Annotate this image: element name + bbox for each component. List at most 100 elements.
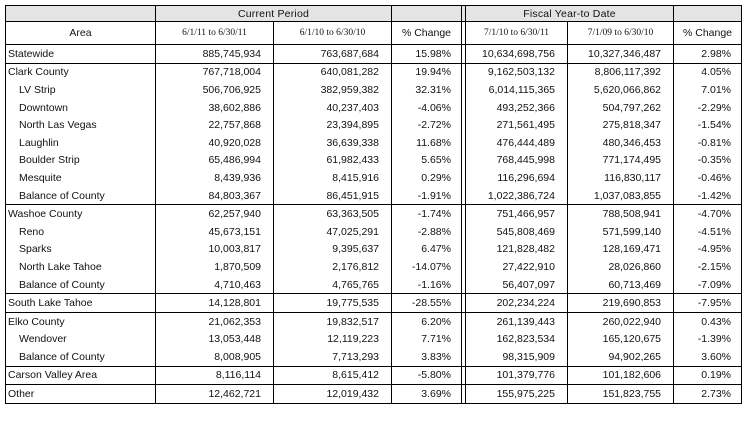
gap-cell [461, 384, 466, 404]
table-row: Washoe County 62,257,940 63,363,505 -1.74% 7… [5, 204, 743, 223]
current-period-2010-cell: 382,959,382 [320, 83, 379, 96]
current-period-change-cell: 3.69% [391, 384, 462, 404]
area-cell: Boulder Strip [5, 151, 156, 170]
area-cell: Balance of County [5, 186, 156, 205]
current-period-2011-cell: 767,718,004 [155, 62, 274, 82]
area-cell: LV Strip [5, 81, 156, 99]
gap-cell [461, 98, 466, 117]
fiscal-ytd-2011-cell: 768,445,998 [465, 151, 568, 170]
area-cell: Other [5, 384, 156, 404]
current-period-2011-cell: 10,003,817 [155, 240, 274, 259]
fiscal-ytd-2011-cell: 545,808,469 [465, 222, 568, 241]
header-current-period: Current Period [155, 5, 392, 22]
fiscal-ytd-2010-cell: 5,620,066,862 [593, 83, 662, 96]
current-period-2011-cell: 4,710,463 [155, 275, 274, 294]
fiscal-ytd-2011-cell: 155,975,225 [465, 384, 568, 404]
header-fy-col2: 7/1/09 to 6/30/10 [567, 21, 674, 45]
fiscal-ytd-2010-cell: 8,806,117,392 [567, 62, 674, 82]
current-period-change-cell: -14.07% [391, 258, 462, 276]
fiscal-ytd-change-cell: 2.73% [673, 384, 743, 404]
current-period-2011-cell: 45,673,151 [155, 222, 274, 241]
table-row: Statewide 885,745,934 763,687,684 15.98% 10,… [5, 44, 743, 64]
gap-cell [461, 348, 466, 367]
fiscal-ytd-2011-cell: 98,315,909 [465, 348, 568, 367]
fiscal-ytd-2010-cell: 10,327,346,487 [567, 44, 674, 64]
fiscal-ytd-change-cell: -7.09% [673, 275, 743, 294]
gap-cell [461, 81, 466, 99]
gap-cell [461, 151, 466, 170]
fiscal-ytd-2010-cell: 128,169,471 [602, 243, 662, 256]
table-row: Balance of County 4,710,463 4,765,765 -1.16… [5, 275, 743, 294]
gaming-revenue-table: Current Period Fiscal Year-to Date Area … [5, 5, 743, 404]
table-row: Sparks 10,003,817 9,395,637 6.47% 121,828,48… [5, 240, 743, 259]
table-row: Mesquite 8,439,936 8,415,916 0.29% 116,296,6… [5, 169, 743, 187]
area-cell: North Lake Tahoe [5, 258, 156, 276]
fiscal-ytd-change-cell: -1.42% [673, 186, 743, 205]
fiscal-ytd-2010-cell: 28,026,860 [608, 260, 662, 273]
area-cell: Reno [5, 222, 156, 241]
header-area-spacer [5, 5, 156, 22]
fiscal-ytd-change-cell: -0.35% [673, 151, 743, 170]
gap-cell [461, 186, 466, 205]
gap-cell [461, 258, 466, 276]
area-cell: Downtown [5, 98, 156, 117]
fiscal-ytd-2011-cell: 271,561,495 [465, 116, 568, 134]
current-period-2010-cell: 7,713,293 [332, 350, 379, 363]
current-period-2011-cell: 38,602,886 [155, 98, 274, 117]
fiscal-ytd-change-cell: 3.60% [673, 348, 743, 367]
area-cell: North Las Vegas [5, 116, 156, 134]
fiscal-ytd-change-cell: 2.98% [673, 44, 743, 64]
current-period-2010-cell: 763,687,684 [273, 44, 392, 64]
header-cp-change-spacer [391, 5, 462, 22]
header-columns-row: Area 6/1/11 to 6/30/11 6/1/10 to 6/30/10… [5, 21, 743, 45]
area-cell: Washoe County [5, 204, 156, 223]
fiscal-ytd-2011-cell: 202,234,224 [465, 293, 568, 313]
current-period-2010-cell: 40,237,403 [326, 101, 379, 114]
fiscal-ytd-2010-cell: 771,174,495 [602, 154, 662, 167]
current-period-2010-cell: 4,765,765 [332, 278, 379, 291]
current-period-2011-cell: 8,008,905 [155, 348, 274, 367]
current-period-change-cell: 3.83% [391, 348, 462, 367]
current-period-change-cell: 5.65% [391, 151, 462, 170]
fiscal-ytd-change-cell: -0.81% [673, 133, 743, 152]
current-period-change-cell: 32.31% [391, 81, 462, 99]
fiscal-ytd-change-cell: -7.95% [673, 293, 743, 313]
header-fiscal-ytd: Fiscal Year-to Date [465, 5, 674, 22]
current-period-2011-cell: 22,757,868 [155, 116, 274, 134]
current-period-change-cell: -2.72% [391, 116, 462, 134]
current-period-2010-cell: 2,176,812 [332, 260, 379, 273]
table-row: South Lake Tahoe 14,128,801 19,775,535 -28.… [5, 293, 743, 313]
fiscal-ytd-2011-cell: 116,296,694 [465, 169, 568, 187]
current-period-2010-cell: 12,019,432 [273, 384, 392, 404]
current-period-change-cell: -1.74% [391, 204, 462, 223]
table-row: Boulder Strip 65,486,994 61,982,433 5.65% 76… [5, 151, 743, 170]
current-period-2010-cell: 19,775,535 [273, 293, 392, 313]
header-cp-change: % Change [391, 21, 462, 45]
fiscal-ytd-2010-cell: 260,022,940 [567, 311, 674, 331]
fiscal-ytd-2010-cell: 151,823,755 [567, 384, 674, 404]
table-row: Wendover 13,053,448 12,119,223 7.71% 162,823… [5, 330, 743, 349]
fiscal-ytd-change-cell: -2.29% [673, 98, 743, 117]
fiscal-ytd-change-cell: -0.46% [673, 169, 743, 187]
fiscal-ytd-2010-cell: 60,713,469 [608, 278, 662, 291]
table-row: Elko County 21,062,353 19,832,517 6.20% 261,… [5, 311, 743, 331]
area-cell: Mesquite [5, 169, 156, 187]
current-period-change-cell: 19.94% [391, 62, 462, 82]
fiscal-ytd-2010-cell: 571,599,140 [602, 225, 662, 238]
current-period-2011-cell: 14,128,801 [155, 293, 274, 313]
area-cell: Wendover [5, 330, 156, 349]
fiscal-ytd-2010-cell: 165,120,675 [602, 333, 662, 346]
current-period-2011-cell: 885,745,934 [155, 44, 274, 64]
header-fy-col1: 7/1/10 to 6/30/11 [465, 21, 568, 45]
fiscal-ytd-2010-cell: 1,037,083,855 [593, 189, 662, 202]
table-row: Balance of County 8,008,905 7,713,293 3.83%… [5, 348, 743, 367]
current-period-2011-cell: 65,486,994 [155, 151, 274, 170]
area-cell: Balance of County [5, 348, 156, 367]
area-cell: Carson Valley Area [5, 365, 156, 385]
fiscal-ytd-2010-cell: 116,830,117 [604, 171, 662, 184]
current-period-2010-cell: 86,451,915 [326, 189, 379, 202]
gap-cell [461, 222, 466, 241]
current-period-change-cell: 7.71% [391, 330, 462, 349]
gap-cell [461, 62, 466, 82]
table-row: Reno 45,673,151 47,025,291 -2.88% 545,808,46… [5, 222, 743, 241]
